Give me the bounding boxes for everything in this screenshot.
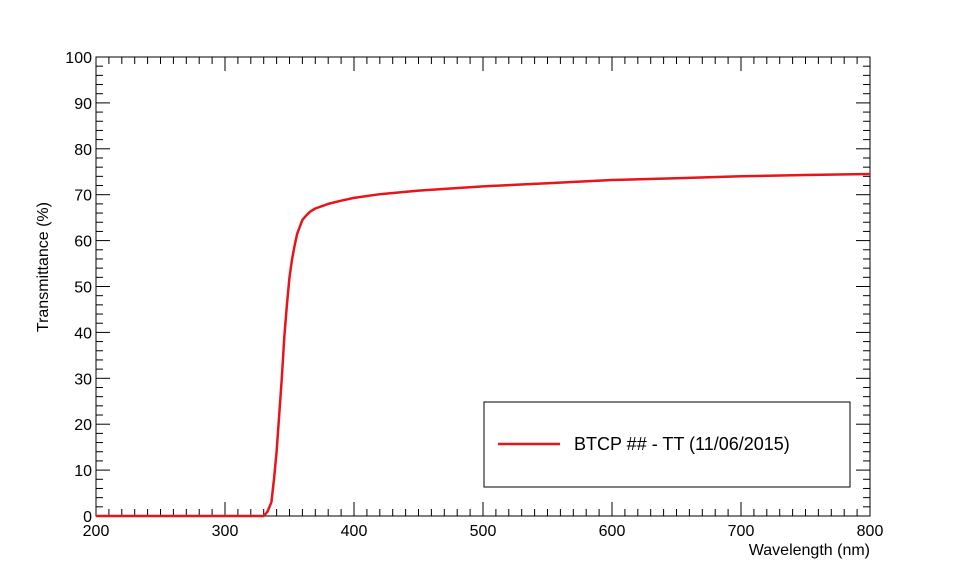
x-tick-label: 200 — [83, 523, 110, 540]
x-tick-label: 700 — [728, 523, 755, 540]
legend-label: BTCP ## - TT (11/06/2015) — [574, 434, 790, 454]
y-tick-label: 50 — [74, 280, 92, 297]
tick-labels: 200 300 400 500 600 700 800 0 10 20 30 40 50 60 70 80 90… — [65, 50, 883, 540]
x-tick-label: 400 — [341, 523, 368, 540]
y-tick-label: 100 — [65, 50, 92, 67]
x-tick-label: 800 — [857, 523, 884, 540]
series-line-0 — [96, 172, 871, 518]
x-tick-label: 600 — [599, 523, 626, 540]
y-tick-label: 40 — [74, 325, 92, 342]
y-axis-title: Transmittance (%) — [35, 202, 52, 332]
series-lines — [96, 172, 871, 518]
x-tick-label: 300 — [212, 523, 239, 540]
y-tick-label: 90 — [74, 96, 92, 113]
y-tick-label: 20 — [74, 417, 92, 434]
y-tick-label: 10 — [74, 463, 92, 480]
y-tick-label: 80 — [74, 142, 92, 159]
x-tick-label: 500 — [470, 523, 497, 540]
y-tick-label: 30 — [74, 371, 92, 388]
y-tick-label: 60 — [74, 234, 92, 251]
x-axis-title: Wavelength (nm) — [749, 542, 870, 559]
y-tick-label: 70 — [74, 188, 92, 205]
y-tick-label: 0 — [83, 509, 92, 526]
axis-ticks — [95, 56, 871, 517]
legend: BTCP ## - TT (11/06/2015) — [483, 401, 851, 488]
